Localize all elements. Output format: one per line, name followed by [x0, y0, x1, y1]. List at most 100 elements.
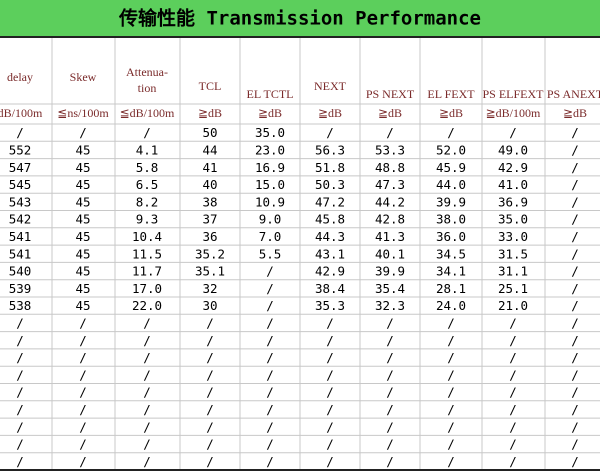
- cell: /: [386, 125, 394, 140]
- cell: 25.1: [498, 281, 528, 296]
- cell: /: [16, 402, 24, 417]
- cell: /: [143, 315, 151, 330]
- column-header: TCL: [199, 79, 222, 93]
- cell: 16.9: [255, 160, 285, 175]
- cell: /: [571, 419, 579, 434]
- cell: 36: [202, 229, 217, 244]
- cell: /: [509, 454, 517, 469]
- cell: /: [206, 454, 214, 469]
- cell: /: [266, 350, 274, 365]
- cell: /: [571, 125, 579, 140]
- cell: /: [266, 281, 274, 296]
- cell: 38.4: [315, 281, 345, 296]
- cell: 541: [9, 246, 32, 261]
- cell: /: [143, 333, 151, 348]
- cell: /: [16, 350, 24, 365]
- cell: 545: [9, 177, 32, 192]
- cell: 36.9: [498, 194, 528, 209]
- cell: 43.1: [315, 246, 345, 261]
- cell: 40.1: [375, 246, 405, 261]
- cell: /: [16, 333, 24, 348]
- cell: 39.9: [436, 194, 466, 209]
- cell: 45: [75, 264, 90, 279]
- cell: 35.0: [498, 212, 528, 227]
- cell: /: [447, 454, 455, 469]
- cell: /: [386, 402, 394, 417]
- cell: 30: [202, 298, 217, 313]
- column-header: delay: [7, 70, 33, 84]
- cell: 23.0: [255, 142, 285, 157]
- cell: /: [266, 333, 274, 348]
- cell: /: [266, 315, 274, 330]
- column-header: tion: [138, 81, 157, 95]
- cell: /: [206, 437, 214, 452]
- cell: 51.8: [315, 160, 345, 175]
- cell: /: [447, 315, 455, 330]
- cell: /: [143, 402, 151, 417]
- cell: 5.5: [259, 246, 282, 261]
- cell: /: [206, 385, 214, 400]
- cell: 543: [9, 194, 32, 209]
- cell: /: [571, 385, 579, 400]
- cell: /: [447, 419, 455, 434]
- cell: /: [143, 419, 151, 434]
- cell: /: [386, 419, 394, 434]
- column-header: Skew: [70, 70, 97, 84]
- cell: /: [447, 350, 455, 365]
- cell: 538: [9, 298, 32, 313]
- column-unit: ≧dB/100m: [486, 106, 541, 120]
- cell: 48.8: [375, 160, 405, 175]
- cell: 32: [202, 281, 217, 296]
- cell: /: [143, 367, 151, 382]
- cell: /: [571, 367, 579, 382]
- cell: 10.9: [255, 194, 285, 209]
- cell: /: [206, 367, 214, 382]
- cell: /: [326, 402, 334, 417]
- cell: /: [79, 402, 87, 417]
- cell: /: [571, 454, 579, 469]
- cell: 47.3: [375, 177, 405, 192]
- cell: 547: [9, 160, 32, 175]
- cell: 44.2: [375, 194, 405, 209]
- title: 传输性能 Transmission Performance: [118, 7, 481, 30]
- cell: 552: [9, 142, 32, 157]
- column-header: NEXT: [314, 79, 347, 93]
- cell: /: [509, 402, 517, 417]
- cell: /: [571, 160, 579, 175]
- cell: 24.0: [436, 298, 466, 313]
- cell: 31.1: [498, 264, 528, 279]
- cell: 8.2: [136, 194, 159, 209]
- cell: 42.9: [315, 264, 345, 279]
- cell: /: [16, 367, 24, 382]
- column-unit: ≦dB/100m: [120, 106, 175, 120]
- cell: /: [266, 298, 274, 313]
- cell: 9.3: [136, 212, 159, 227]
- cell: /: [266, 402, 274, 417]
- cell: 540: [9, 264, 32, 279]
- cell: /: [509, 350, 517, 365]
- column-header: EL TCTL: [247, 87, 294, 101]
- cell: 9.0: [259, 212, 282, 227]
- cell: 44: [202, 142, 217, 157]
- cell: 15.0: [255, 177, 285, 192]
- cell: /: [326, 419, 334, 434]
- cell: 10.4: [132, 229, 162, 244]
- cell: /: [509, 385, 517, 400]
- cell: /: [571, 281, 579, 296]
- cell: 28.1: [436, 281, 466, 296]
- cell: /: [571, 315, 579, 330]
- cell: /: [79, 333, 87, 348]
- cell: 44.3: [315, 229, 345, 244]
- cell: 11.5: [132, 246, 162, 261]
- cell: 41.3: [375, 229, 405, 244]
- cell: /: [571, 333, 579, 348]
- cell: /: [447, 385, 455, 400]
- column-unit: ≧dB: [258, 106, 282, 120]
- cell: /: [143, 437, 151, 452]
- cell: /: [386, 350, 394, 365]
- cell: 50: [202, 125, 217, 140]
- cell: 35.0: [255, 125, 285, 140]
- cell: /: [509, 437, 517, 452]
- cell: /: [143, 454, 151, 469]
- cell: 41: [202, 160, 217, 175]
